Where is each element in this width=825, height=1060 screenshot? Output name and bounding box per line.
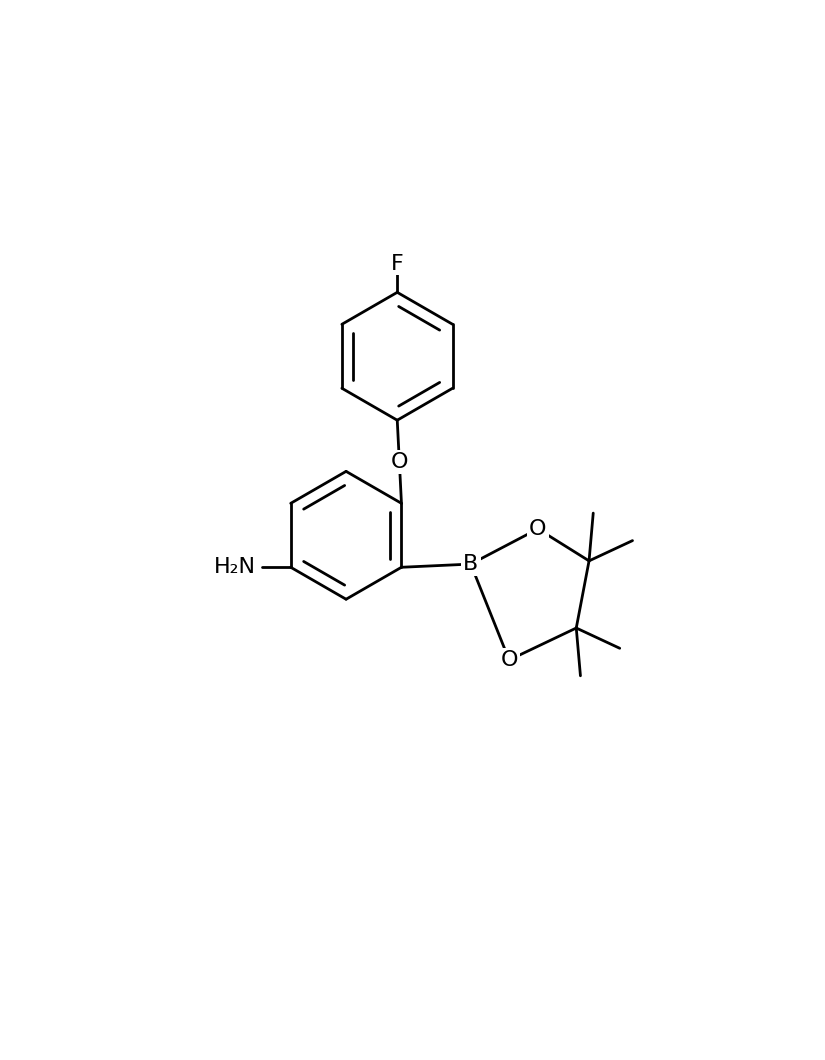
Text: O: O [501,650,518,670]
Text: O: O [390,452,408,472]
Text: B: B [463,554,478,575]
Text: F: F [391,253,403,273]
Text: H₂N: H₂N [214,558,256,578]
Text: O: O [529,519,547,538]
